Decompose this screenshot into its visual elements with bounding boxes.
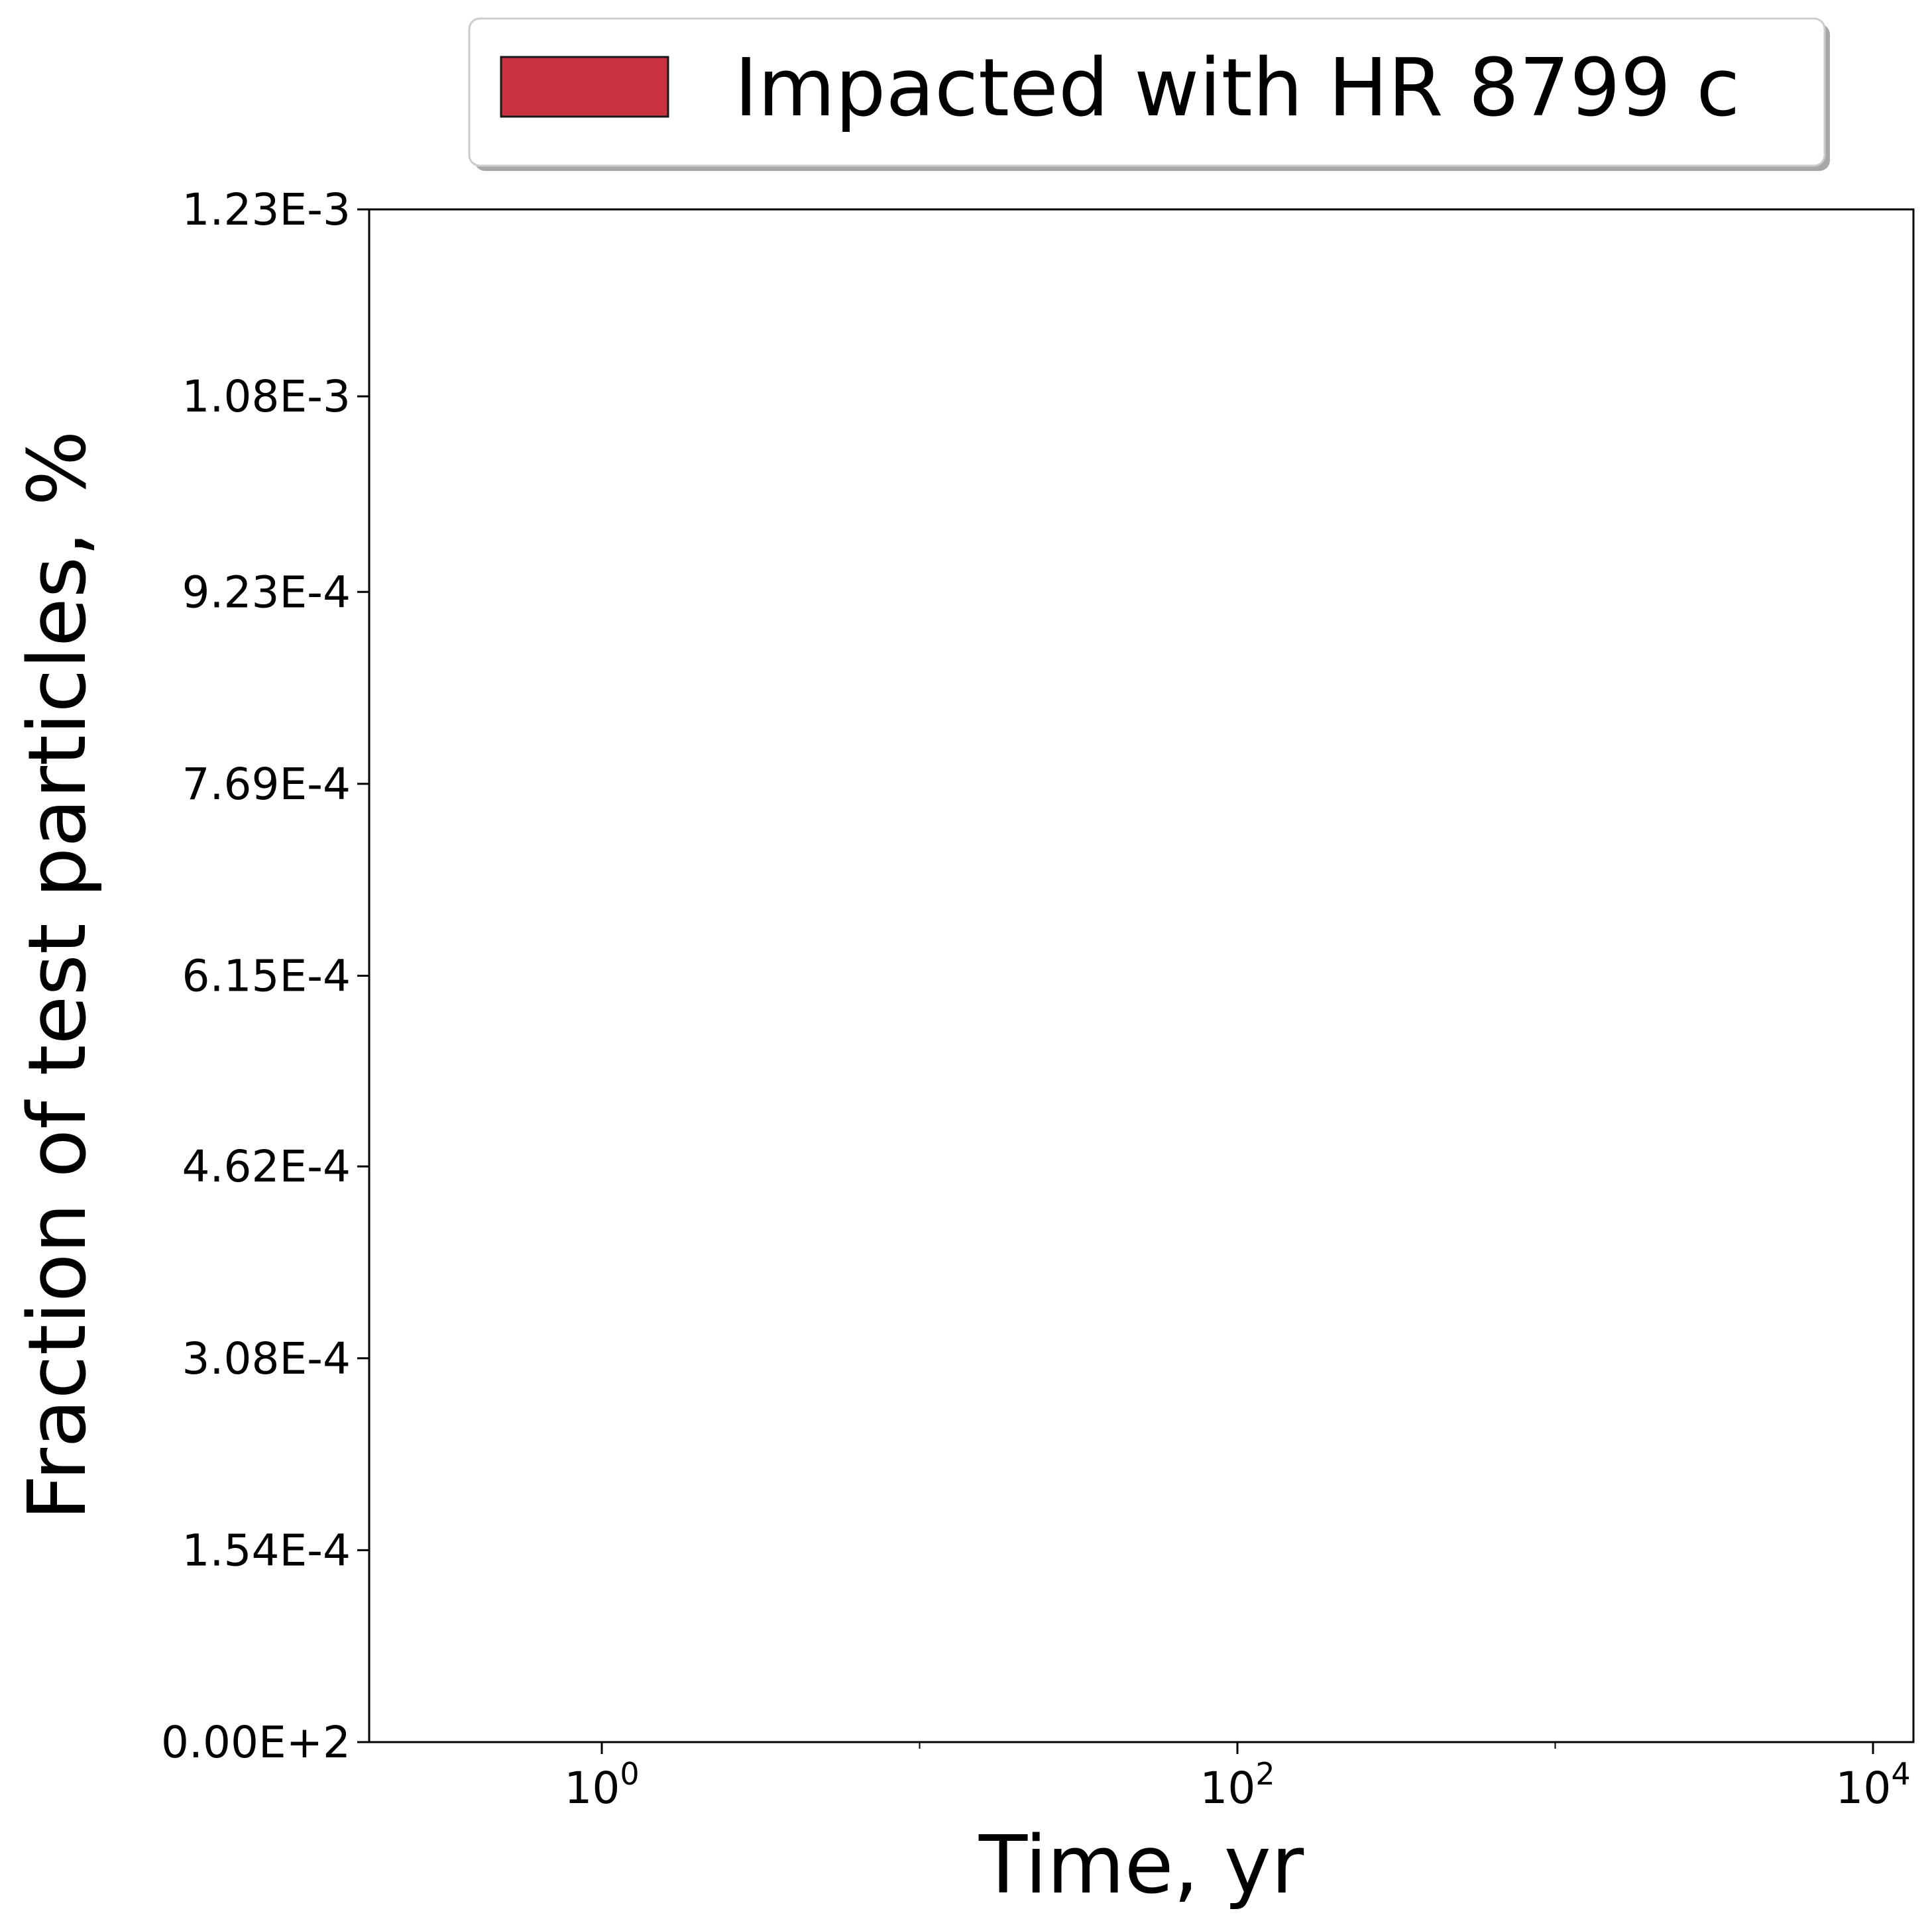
y-tick-label: 4.62E-4 — [182, 1141, 351, 1192]
x-axis: 100102104106108 — [564, 1742, 1911, 1814]
y-tick-label: 7.69E-4 — [182, 759, 351, 810]
y-axis-title: Fraction of test particles, % — [12, 431, 104, 1521]
y-axis: 0.00E+2 1.54E-4 3.08E-4 4.62E-4 6.15E-4 7.69E… — [161, 184, 369, 1768]
y-tick-label: 9.23E-4 — [182, 567, 351, 618]
y-tick-label: 1.54E-4 — [182, 1525, 351, 1576]
y-tick-label: 1.23E-3 — [182, 184, 351, 235]
bars-layer — [443, 1741, 1869, 1743]
y-tick-label: 3.08E-4 — [182, 1333, 351, 1384]
y-tick-label: 6.15E-4 — [182, 951, 351, 1002]
legend-swatch — [500, 56, 669, 118]
y-tick-label: 0.00E+2 — [161, 1717, 351, 1768]
legend-label: Impacted with HR 8799 c — [734, 42, 1740, 135]
legend: Impacted with HR 8799 c — [468, 17, 1830, 171]
x-tick-label: 104 — [1835, 1756, 1910, 1814]
plot-area-frame — [368, 208, 1915, 1743]
y-tick-label: 1.08E-3 — [182, 371, 351, 422]
x-tick-label: 100 — [564, 1756, 639, 1814]
x-axis-title: Time, yr — [978, 1820, 1304, 1912]
legend-box — [468, 17, 1826, 167]
x-tick-label: 102 — [1200, 1756, 1275, 1814]
